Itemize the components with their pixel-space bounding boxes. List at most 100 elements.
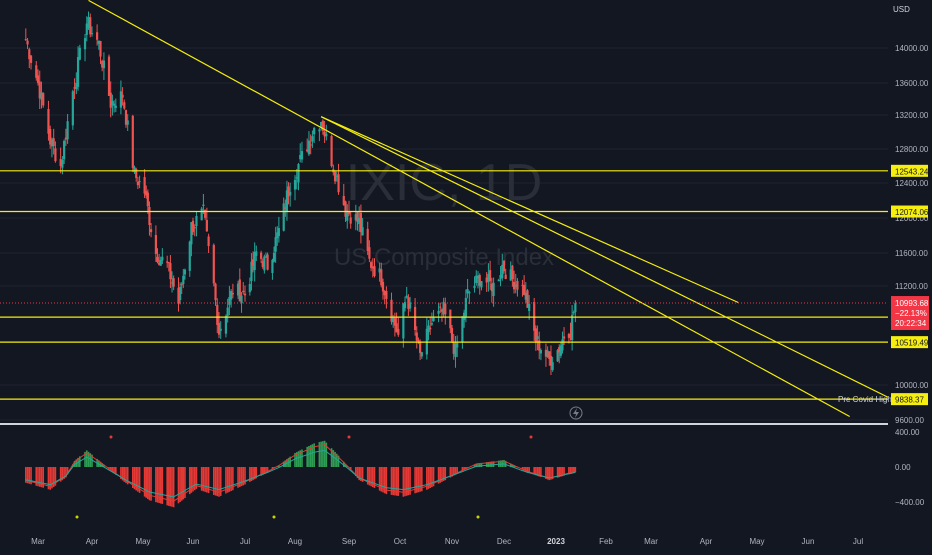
- macd-bar: [126, 467, 129, 485]
- macd-bar: [47, 467, 50, 490]
- candle-body: [333, 171, 337, 182]
- candle: [300, 141, 304, 163]
- macd-bar: [385, 467, 388, 495]
- candle: [35, 61, 38, 81]
- price-tick: 12800.00: [895, 145, 929, 154]
- macd-bar: [383, 467, 386, 494]
- candle: [161, 248, 164, 265]
- candle: [539, 348, 543, 361]
- candle-body: [473, 285, 476, 289]
- candle-body: [509, 269, 512, 281]
- candle-body: [50, 139, 54, 147]
- candle: [536, 325, 539, 351]
- macd-bar: [477, 463, 479, 467]
- macd-bar: [135, 467, 137, 491]
- candle: [200, 206, 203, 221]
- macd-bar: [265, 467, 267, 474]
- price-tick: 11600.00: [895, 249, 928, 258]
- candle: [158, 253, 161, 266]
- macd-bar: [113, 467, 115, 474]
- candle: [528, 295, 531, 320]
- macd-bar: [66, 467, 69, 475]
- candle: [284, 199, 287, 217]
- candle-body: [59, 159, 62, 167]
- candle-body: [475, 275, 478, 284]
- candle-body: [456, 342, 459, 348]
- macd-bar: [320, 441, 322, 467]
- candle-body: [29, 55, 33, 63]
- candle-body: [99, 40, 102, 57]
- candle: [349, 211, 352, 229]
- candle-body: [236, 283, 240, 296]
- candle-body: [295, 177, 298, 179]
- price-tick: 11200.00: [895, 282, 928, 291]
- macd-bar: [244, 467, 246, 485]
- macd-bar: [563, 467, 565, 476]
- candle-body: [392, 317, 395, 323]
- candle-body: [156, 256, 159, 263]
- candle-body: [444, 303, 447, 315]
- macd-bar: [456, 467, 458, 474]
- macd-bar: [171, 467, 173, 507]
- candle-body: [284, 207, 287, 209]
- candle: [47, 100, 50, 141]
- candle-body: [442, 301, 445, 315]
- candle-body: [49, 128, 52, 145]
- candle-body: [231, 292, 234, 295]
- macd-bar: [299, 450, 302, 467]
- candle-body: [238, 279, 241, 302]
- macd-bar: [395, 467, 398, 496]
- macd-bar: [405, 467, 408, 496]
- macd-bar: [561, 467, 564, 477]
- macd-bar: [99, 461, 102, 467]
- macd-bar: [431, 467, 433, 488]
- candle: [255, 245, 258, 262]
- candle: [342, 184, 345, 206]
- candle-body: [26, 40, 29, 45]
- candle-body: [261, 261, 264, 267]
- candle-body: [359, 212, 362, 233]
- candle-body: [230, 290, 233, 300]
- macd-bar: [282, 461, 285, 467]
- macd-bar: [84, 451, 86, 467]
- macd-bar: [441, 467, 443, 482]
- candle: [371, 258, 374, 278]
- candle: [114, 98, 117, 113]
- candle-body: [371, 266, 374, 269]
- candle: [452, 333, 455, 360]
- candle: [492, 277, 495, 307]
- candle: [113, 100, 116, 113]
- candle: [38, 70, 41, 110]
- candle-body: [154, 234, 158, 254]
- time-tick: Sep: [342, 537, 357, 546]
- candle: [146, 189, 149, 214]
- candle-body: [501, 264, 504, 279]
- candle: [430, 312, 433, 326]
- candle-body: [300, 151, 304, 160]
- current-price-change: −22.13%: [895, 309, 927, 318]
- macd-bar: [38, 467, 41, 487]
- candle: [429, 316, 432, 335]
- time-tick: May: [135, 537, 150, 546]
- macd-tick: 0.00: [895, 463, 911, 472]
- candle-body: [85, 23, 88, 35]
- candle: [172, 275, 175, 291]
- candle-body: [101, 60, 104, 68]
- candle-body: [40, 92, 43, 100]
- macd-bar: [230, 467, 232, 492]
- macd-bar: [407, 467, 410, 496]
- candle: [549, 345, 553, 375]
- candle: [277, 216, 280, 243]
- candle-body: [38, 81, 41, 99]
- macd-bar: [421, 467, 423, 492]
- candle-body: [361, 227, 364, 236]
- candle: [439, 302, 442, 313]
- candle-body: [449, 309, 452, 329]
- candle: [266, 252, 269, 271]
- candle-body: [217, 322, 221, 335]
- macd-bar: [485, 462, 488, 467]
- macd-bar: [260, 467, 262, 476]
- macd-bar: [301, 449, 303, 467]
